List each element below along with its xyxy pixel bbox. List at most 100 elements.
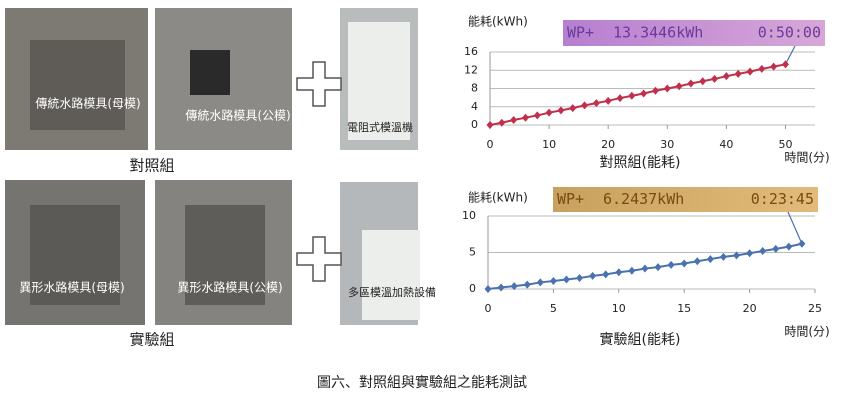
chart-subtitle: 實驗組(能耗) bbox=[600, 331, 681, 348]
x-tick-label: 30 bbox=[660, 138, 674, 151]
chart-subtitle: 對照組(能耗) bbox=[600, 155, 681, 171]
marker bbox=[486, 121, 494, 129]
photo-label: 多區模溫加熱設備 bbox=[348, 285, 436, 299]
photo-label: 電阻式模溫機 bbox=[347, 120, 413, 134]
group-label: 對照組 bbox=[129, 157, 174, 175]
marker bbox=[663, 84, 671, 93]
y-tick-label: 16 bbox=[464, 45, 478, 58]
group-label: 實驗組 bbox=[129, 331, 174, 349]
y-tick-label: 8 bbox=[471, 82, 478, 95]
y-axis-label: 能耗(kWh) bbox=[468, 15, 528, 29]
photo-label: 異形水路模具(公模) bbox=[177, 280, 282, 295]
marker bbox=[641, 264, 649, 273]
meter-text: 6.2437kWh bbox=[603, 190, 684, 208]
meter-text: WP+ bbox=[557, 190, 584, 208]
x-tick-label: 40 bbox=[719, 138, 733, 151]
marker bbox=[628, 266, 636, 275]
x-tick-label: 25 bbox=[808, 302, 822, 315]
meter-text: 0:50:00 bbox=[758, 24, 821, 42]
y-tick-label: 4 bbox=[471, 100, 478, 113]
marker bbox=[680, 259, 688, 268]
pointer-arrow bbox=[784, 45, 796, 65]
marker bbox=[616, 94, 624, 103]
marker bbox=[770, 62, 778, 71]
marker bbox=[798, 239, 806, 248]
x-tick-label: 0 bbox=[485, 302, 492, 315]
marker bbox=[562, 275, 570, 284]
y-tick-label: 0 bbox=[471, 118, 478, 131]
x-tick-label: 10 bbox=[542, 138, 556, 151]
caption: 圖六、對照組與實驗組之能耗測試 bbox=[317, 374, 527, 391]
x-tick-label: 5 bbox=[550, 302, 557, 315]
marker bbox=[549, 276, 557, 285]
photo bbox=[190, 50, 230, 95]
marker bbox=[557, 106, 565, 115]
marker bbox=[576, 274, 584, 283]
meter-display bbox=[563, 20, 825, 46]
marker bbox=[510, 115, 518, 124]
x-tick-label: 15 bbox=[677, 302, 691, 315]
photo bbox=[348, 22, 410, 140]
photo bbox=[185, 205, 265, 305]
marker bbox=[510, 282, 518, 291]
marker bbox=[722, 72, 730, 81]
marker bbox=[592, 99, 600, 108]
marker bbox=[484, 285, 492, 293]
photo bbox=[30, 205, 120, 305]
marker bbox=[545, 108, 553, 117]
marker bbox=[758, 64, 766, 73]
marker bbox=[667, 260, 675, 269]
marker bbox=[640, 89, 648, 98]
y-tick-label: 10 bbox=[462, 209, 476, 222]
meter-text: 0:23:45 bbox=[751, 190, 814, 208]
photo-label: 傳統水路模具(公模) bbox=[185, 108, 290, 123]
x-tick-label: 0 bbox=[487, 138, 494, 151]
marker bbox=[602, 270, 610, 279]
x-tick-label: 50 bbox=[778, 138, 792, 151]
marker bbox=[734, 69, 742, 78]
marker bbox=[615, 268, 623, 277]
marker bbox=[675, 82, 683, 91]
marker bbox=[759, 247, 767, 256]
marker bbox=[654, 263, 662, 272]
marker bbox=[733, 251, 741, 260]
marker bbox=[706, 255, 714, 264]
marker bbox=[781, 60, 789, 69]
pointer-arrow bbox=[787, 211, 803, 244]
marker bbox=[581, 101, 589, 110]
marker bbox=[772, 244, 780, 253]
marker bbox=[719, 252, 727, 261]
marker bbox=[746, 67, 754, 76]
y-tick-label: 5 bbox=[469, 246, 476, 259]
marker bbox=[746, 249, 754, 258]
marker bbox=[628, 91, 636, 100]
marker bbox=[569, 104, 577, 113]
photo-label: 異形水路模具(母模) bbox=[19, 280, 124, 295]
marker bbox=[604, 96, 612, 105]
photo bbox=[362, 230, 420, 320]
marker bbox=[687, 79, 695, 88]
marker bbox=[533, 111, 541, 120]
x-tick-label: 20 bbox=[601, 138, 615, 151]
x-axis-label: 時間(分) bbox=[784, 325, 829, 339]
marker bbox=[497, 283, 505, 292]
marker bbox=[589, 271, 597, 280]
y-axis-label: 能耗(kWh) bbox=[468, 191, 528, 205]
plus-sign bbox=[296, 61, 342, 282]
photo bbox=[30, 40, 125, 130]
x-tick-label: 20 bbox=[743, 302, 757, 315]
marker bbox=[785, 242, 793, 251]
meter-text: 13.3446kWh bbox=[613, 24, 703, 42]
marker bbox=[711, 74, 719, 83]
marker bbox=[693, 257, 701, 266]
x-tick-label: 10 bbox=[612, 302, 626, 315]
meter-display bbox=[553, 187, 818, 212]
x-axis-label: 時間(分) bbox=[784, 151, 829, 165]
y-tick-label: 12 bbox=[464, 63, 478, 76]
marker bbox=[536, 278, 544, 287]
marker bbox=[651, 86, 659, 95]
y-tick-label: 0 bbox=[469, 282, 476, 295]
marker bbox=[521, 113, 529, 122]
photo-label: 傳統水路模具(母模) bbox=[35, 96, 140, 111]
